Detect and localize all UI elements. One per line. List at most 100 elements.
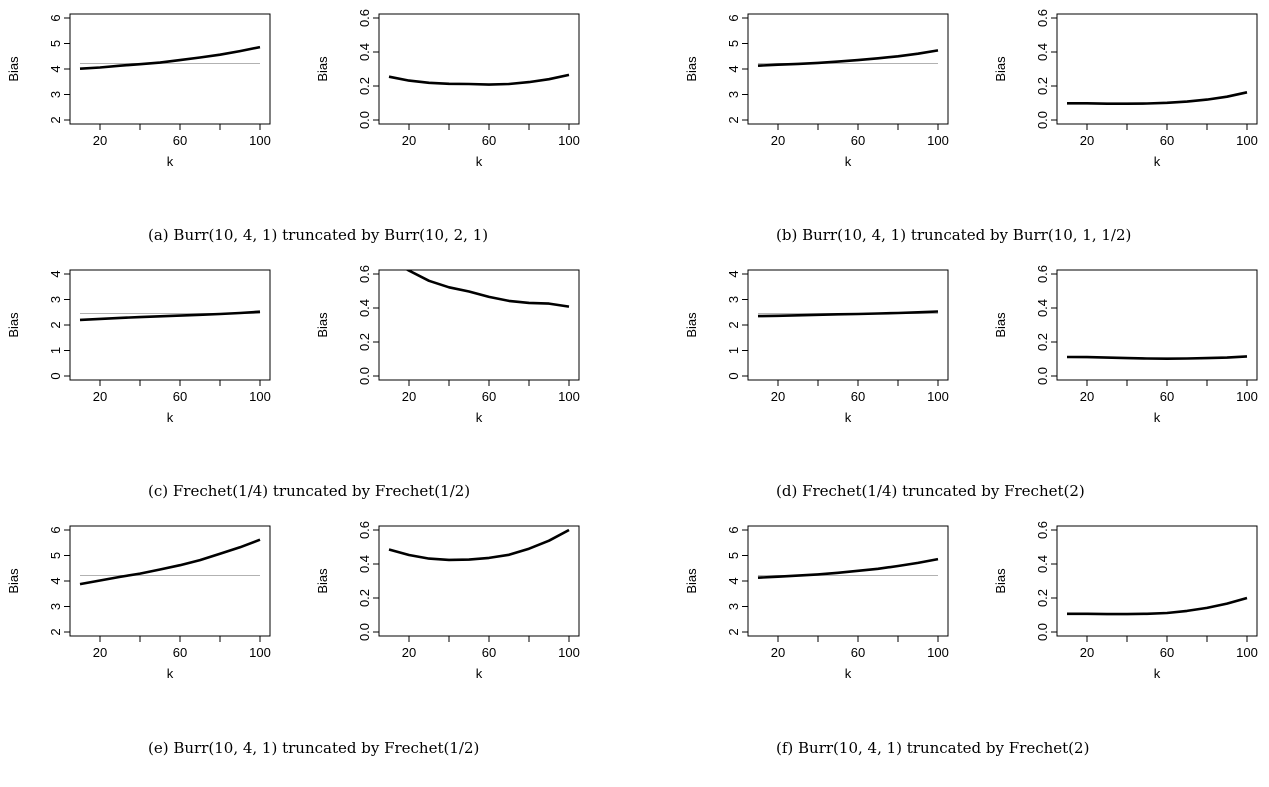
y-tick-label: 0.4 [1035, 299, 1050, 317]
y-tick-label: 2 [48, 116, 63, 123]
plot-frame [747, 13, 949, 125]
x-tick-label: 60 [1160, 389, 1174, 404]
x-tick-label: 100 [558, 389, 580, 404]
y-tick-label: 0.6 [1035, 265, 1050, 283]
y-tick-label: 2 [726, 321, 741, 328]
series-line [79, 45, 261, 70]
y-tick-label: 2 [48, 628, 63, 635]
y-tick-label: 0.4 [1035, 555, 1050, 573]
x-axis-title: k [476, 154, 483, 169]
caption-f: (f) Burr(10, 4, 1) truncated by Frechet(… [776, 739, 1090, 757]
plot-frame [378, 13, 580, 125]
y-tick-label: 0.2 [1035, 589, 1050, 607]
plot-frame [747, 525, 949, 637]
y-axis-title: Bias [6, 312, 21, 338]
plot-frame [747, 269, 949, 381]
x-tick-label: 60 [851, 133, 865, 148]
caption-e: (e) Burr(10, 4, 1) truncated by Frechet(… [148, 739, 480, 757]
x-tick-label: 20 [1080, 389, 1094, 404]
y-tick-label: 0.2 [1035, 77, 1050, 95]
series-line [388, 73, 570, 86]
y-axis-title: Bias [6, 568, 21, 594]
y-tick-label: 0.0 [357, 623, 372, 641]
x-axis-title: k [1154, 410, 1161, 425]
panel-b-1: 20 60 100 2 3 4 5 6 k Bias [684, 13, 949, 169]
y-tick-label: 4 [48, 577, 63, 584]
y-tick-label: 3 [48, 91, 63, 98]
y-axis-title: Bias [315, 56, 330, 82]
x-axis-title: k [1154, 154, 1161, 169]
x-tick-label: 20 [771, 645, 785, 660]
x-tick-label: 100 [1236, 645, 1258, 660]
x-tick-label: 20 [771, 133, 785, 148]
y-tick-label: 0.2 [1035, 333, 1050, 351]
x-axis-title: k [167, 666, 174, 681]
plot-frame [378, 269, 580, 381]
y-tick-label: 1 [726, 347, 741, 354]
y-tick-label: 4 [726, 270, 741, 277]
x-tick-label: 60 [851, 389, 865, 404]
caption-d: (d) Frechet(1/4) truncated by Frechet(2) [776, 482, 1085, 500]
x-tick-label: 100 [249, 645, 271, 660]
y-tick-label: 0.2 [357, 77, 372, 95]
y-axis-title: Bias [684, 568, 699, 594]
panel-a-1: 20 60 100 2 3 4 5 6 k Bias [6, 13, 271, 169]
y-tick-label: 0.0 [357, 367, 372, 385]
y-axis-title: Bias [684, 56, 699, 82]
y-tick-label: 3 [726, 603, 741, 610]
y-tick-label: 6 [726, 14, 741, 21]
y-tick-label: 3 [726, 296, 741, 303]
x-axis-title: k [845, 154, 852, 169]
x-tick-label: 100 [558, 133, 580, 148]
panel-d-2: 20 60 100 0.0 0.2 0.4 0.6 k Bias [993, 265, 1258, 425]
y-axis-title: Bias [6, 56, 21, 82]
x-tick-label: 20 [93, 645, 107, 660]
plot-frame [1056, 269, 1258, 381]
x-tick-label: 20 [1080, 645, 1094, 660]
panel-c-1: 20 60 100 0 1 2 3 4 k Bias [6, 269, 271, 425]
x-tick-label: 100 [1236, 389, 1258, 404]
series-line [79, 310, 261, 322]
x-axis-title: k [845, 410, 852, 425]
y-axis-title: Bias [315, 568, 330, 594]
x-axis-title: k [476, 666, 483, 681]
y-tick-label: 5 [48, 40, 63, 47]
y-tick-label: 4 [726, 577, 741, 584]
panel-c-2: 20 60 100 0.0 0.2 0.4 0.6 k Bias [315, 265, 580, 425]
x-tick-label: 100 [927, 133, 949, 148]
caption-c: (c) Frechet(1/4) truncated by Frechet(1/… [148, 482, 471, 500]
y-tick-label: 0 [726, 372, 741, 379]
x-tick-label: 100 [927, 389, 949, 404]
y-tick-label: 6 [726, 526, 741, 533]
y-tick-label: 0.0 [357, 111, 372, 129]
y-tick-label: 0.4 [357, 555, 372, 573]
y-tick-label: 6 [48, 526, 63, 533]
x-tick-label: 100 [927, 645, 949, 660]
caption-b: (b) Burr(10, 4, 1) truncated by Burr(10,… [776, 226, 1132, 244]
series-line [757, 310, 939, 318]
x-axis-title: k [476, 410, 483, 425]
x-axis-title: k [167, 410, 174, 425]
y-tick-label: 3 [48, 603, 63, 610]
plot-frame [1056, 13, 1258, 125]
y-tick-label: 0.4 [357, 299, 372, 317]
x-axis-title: k [845, 666, 852, 681]
y-tick-label: 1 [48, 347, 63, 354]
series-line [757, 557, 939, 579]
x-tick-label: 100 [249, 133, 271, 148]
y-tick-label: 0.6 [357, 9, 372, 27]
y-tick-label: 0.0 [1035, 623, 1050, 641]
x-tick-label: 60 [851, 645, 865, 660]
plot-frame [69, 13, 271, 125]
y-axis-title: Bias [993, 568, 1008, 594]
panel-e-1: 20 60 100 2 3 4 5 6 k Bias [6, 525, 271, 681]
y-tick-label: 0.6 [1035, 521, 1050, 539]
y-axis-title: Bias [993, 56, 1008, 82]
x-tick-label: 100 [558, 645, 580, 660]
y-tick-label: 0.6 [1035, 9, 1050, 27]
series-line [1067, 596, 1248, 616]
y-tick-label: 0.0 [1035, 367, 1050, 385]
panel-a-2: 20 60 100 0.0 0.2 0.4 0.6 k Bias [315, 9, 580, 169]
y-tick-label: 0.4 [1035, 43, 1050, 61]
y-tick-label: 5 [48, 552, 63, 559]
